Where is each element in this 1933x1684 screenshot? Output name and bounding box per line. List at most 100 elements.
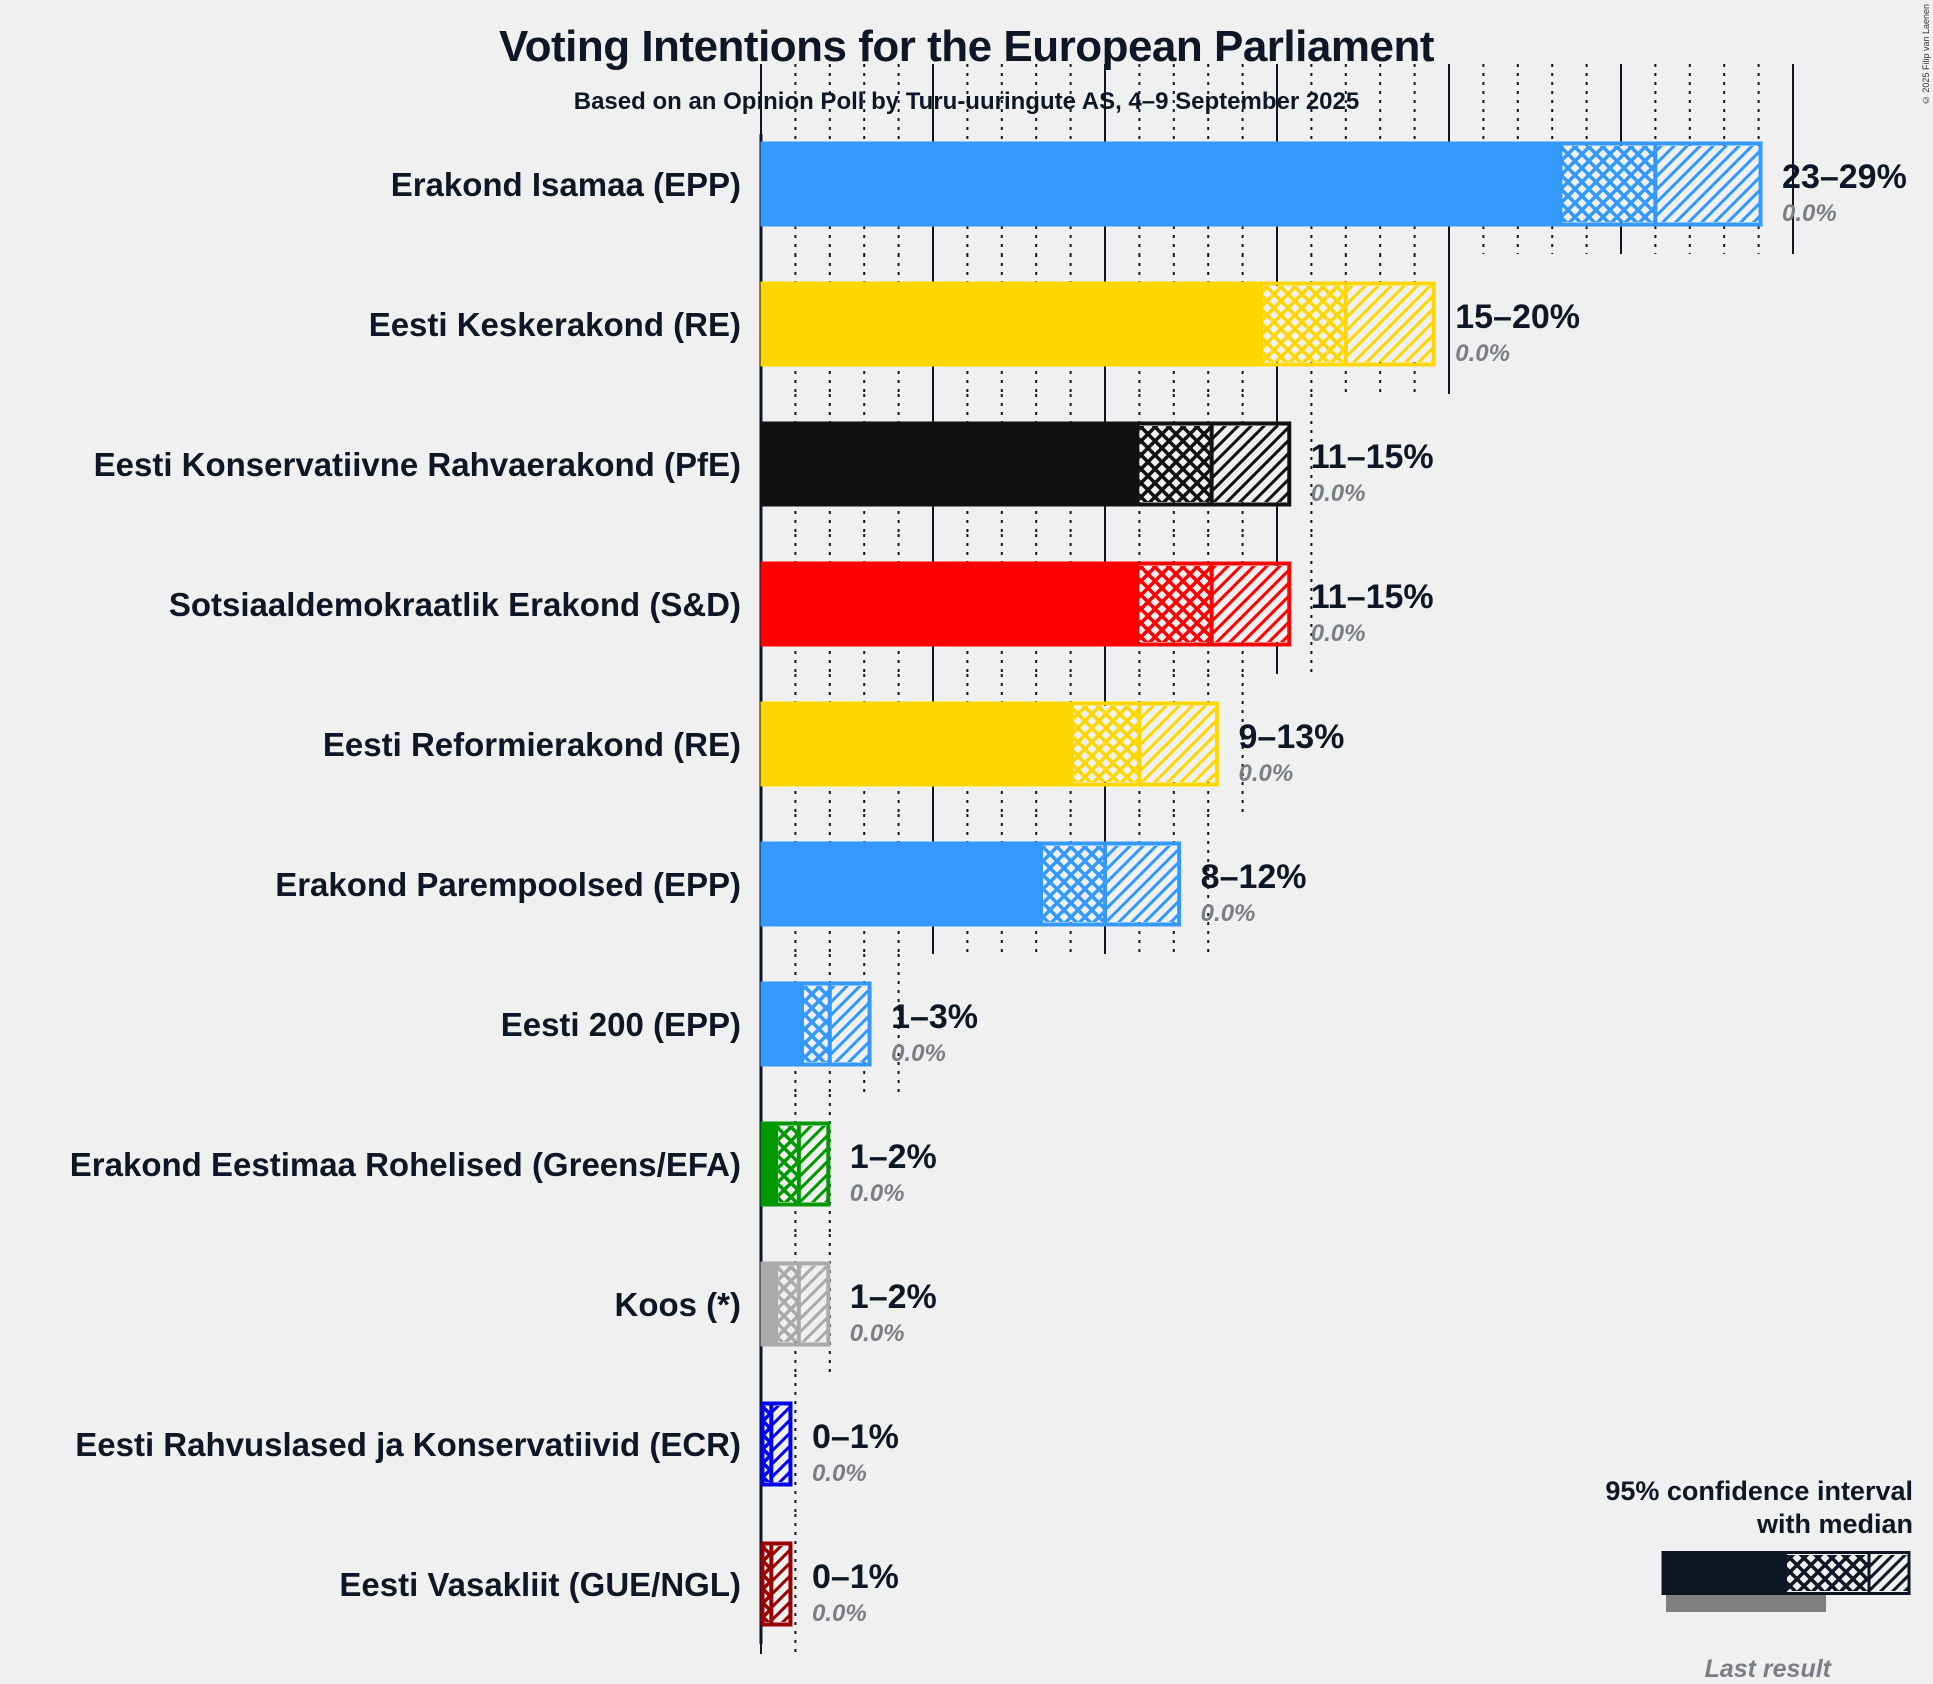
- ci-upper-diagonal: [1655, 146, 1763, 222]
- party-bar-group: [760, 1261, 831, 1347]
- ci-lower-crosshatch: [1139, 566, 1212, 642]
- party-bar-group: [760, 1541, 793, 1627]
- ci-solid-bar: [761, 562, 1140, 646]
- legend-last-result-label: Last result: [1704, 1655, 1831, 1683]
- ci-upper-diagonal: [1211, 566, 1291, 642]
- ci-outline: [760, 281, 1436, 367]
- range-label: 23–29%: [1782, 158, 1907, 196]
- legend-ci-crosshatch: [1787, 1555, 1869, 1591]
- legend-ci-solid: [1663, 1551, 1787, 1595]
- bars: [760, 141, 1763, 1627]
- legend-title-line1: 95% confidence interval: [1605, 1476, 1913, 1506]
- party-bar-group: [760, 561, 1292, 647]
- ci-outline: [760, 421, 1292, 507]
- last-result-label: 0.0%: [1782, 200, 1837, 227]
- ci-solid-bar: [761, 982, 804, 1066]
- ci-solid-bar: [761, 142, 1563, 226]
- ci-upper-diagonal: [1105, 846, 1181, 922]
- ci-upper-diagonal: [1211, 426, 1291, 502]
- range-label: 11–15%: [1311, 578, 1434, 616]
- ci-outline: [760, 1261, 831, 1347]
- ci-upper-diagonal: [1345, 286, 1436, 362]
- ci-outline: [760, 981, 872, 1067]
- range-label: 9–13%: [1239, 718, 1345, 756]
- last-result-label: 0.0%: [1311, 480, 1366, 507]
- last-result-label: 0.0%: [1455, 340, 1510, 367]
- ci-upper-diagonal: [798, 1266, 830, 1342]
- party-bar-group: [760, 981, 872, 1067]
- party-bar-group: [760, 701, 1220, 787]
- legend: 95% confidence interval with median Last…: [1573, 1475, 1913, 1683]
- ci-outline: [760, 561, 1292, 647]
- last-result-label: 0.0%: [1239, 760, 1294, 787]
- party-bar-group: [760, 141, 1763, 227]
- party-label: Koos (*): [615, 1286, 742, 1323]
- last-result-label: 0.0%: [850, 1180, 905, 1207]
- ci-lower-crosshatch: [1043, 846, 1105, 922]
- last-result-label: 0.0%: [1201, 900, 1256, 927]
- ci-solid-bar: [761, 282, 1264, 366]
- ci-solid-bar: [761, 1122, 779, 1206]
- party-bar-group: [760, 281, 1436, 367]
- ci-upper-diagonal: [771, 1546, 792, 1622]
- range-label: 1–2%: [850, 1138, 937, 1176]
- ci-lower-crosshatch: [778, 1266, 799, 1342]
- last-result-label: 0.0%: [812, 1460, 867, 1487]
- range-label: 15–20%: [1455, 298, 1580, 336]
- ci-outline: [760, 841, 1182, 927]
- ci-lower-crosshatch: [761, 1546, 772, 1622]
- range-label: 1–2%: [850, 1278, 937, 1316]
- party-label: Eesti Reformierakond (RE): [323, 726, 741, 763]
- legend-title-line2: with median: [1756, 1509, 1913, 1539]
- party-label: Eesti 200 (EPP): [501, 1006, 741, 1043]
- range-label: 11–15%: [1311, 438, 1434, 476]
- ci-outline: [760, 701, 1220, 787]
- party-label: Eesti Konservatiivne Rahvaerakond (PfE): [94, 446, 741, 483]
- ci-solid-bar: [761, 702, 1075, 786]
- ci-lower-crosshatch: [1263, 286, 1346, 362]
- legend-ci-diagonal: [1869, 1555, 1909, 1591]
- ci-lower-crosshatch: [1139, 426, 1212, 502]
- ci-upper-diagonal: [1139, 706, 1219, 782]
- ci-upper-diagonal: [829, 986, 872, 1062]
- party-bar-group: [760, 1121, 831, 1207]
- party-bar-group: [760, 421, 1292, 507]
- ci-solid-bar: [761, 1262, 779, 1346]
- ci-upper-diagonal: [798, 1126, 830, 1202]
- ci-lower-crosshatch: [1074, 706, 1140, 782]
- last-result-label: 0.0%: [891, 1040, 946, 1067]
- ci-solid-bar: [761, 842, 1044, 926]
- ci-outline: [760, 1541, 793, 1627]
- range-label: 0–1%: [812, 1558, 899, 1596]
- range-label: 1–3%: [891, 998, 978, 1036]
- party-label: Erakond Isamaa (EPP): [391, 166, 741, 203]
- party-bar-group: [760, 1401, 793, 1487]
- ci-outline: [760, 1121, 831, 1207]
- ci-lower-crosshatch: [804, 986, 830, 1062]
- legend-ci-outline: [1661, 1551, 1911, 1595]
- party-label: Erakond Eestimaa Rohelised (Greens/EFA): [70, 1146, 741, 1183]
- ci-lower-crosshatch: [1562, 146, 1656, 222]
- last-result-label: 0.0%: [812, 1600, 867, 1627]
- party-label: Eesti Rahvuslased ja Konservatiivid (ECR…: [75, 1426, 741, 1463]
- range-label: 8–12%: [1201, 858, 1307, 896]
- ci-solid-bar: [761, 422, 1140, 506]
- range-label: 0–1%: [812, 1418, 899, 1456]
- legend-last-result-bar: [1666, 1595, 1826, 1612]
- party-label: Erakond Parempoolsed (EPP): [275, 866, 741, 903]
- legend-title: 95% confidence interval with median: [1573, 1475, 1913, 1541]
- ci-outline: [760, 1401, 793, 1487]
- chart-title: Voting Intentions for the European Parli…: [499, 22, 1434, 71]
- ci-outline: [760, 141, 1763, 227]
- labels: Erakond Isamaa (EPP) 23–29% 0.0% Eesti Kesk…: [70, 158, 1907, 1627]
- ci-upper-diagonal: [771, 1406, 792, 1482]
- party-label: Sotsiaaldemokraatlik Erakond (S&D): [169, 586, 741, 623]
- party-bar-group: [760, 841, 1182, 927]
- party-label: Eesti Keskerakond (RE): [369, 306, 741, 343]
- ci-lower-crosshatch: [778, 1126, 799, 1202]
- party-label: Eesti Vasakliit (GUE/NGL): [339, 1566, 741, 1603]
- ci-lower-crosshatch: [761, 1406, 772, 1482]
- legend-swatch: [1661, 1551, 1911, 1612]
- last-result-label: 0.0%: [1311, 620, 1366, 647]
